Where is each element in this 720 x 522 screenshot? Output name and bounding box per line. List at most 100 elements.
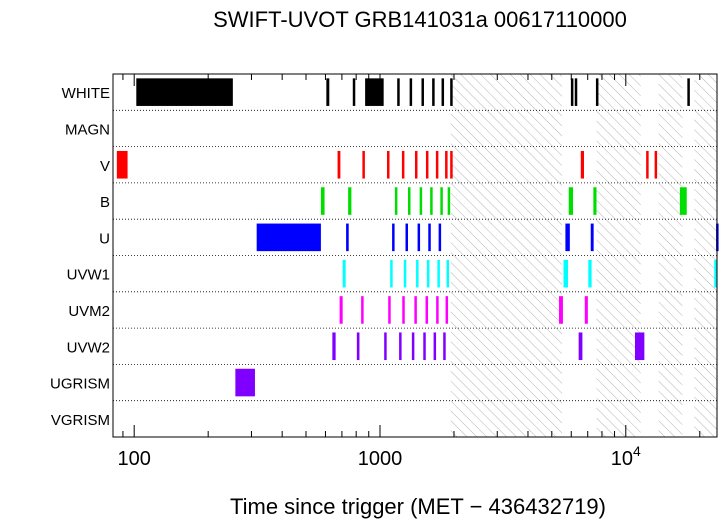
exposure-bar-u <box>405 223 409 252</box>
filter-label-u: U <box>99 230 110 247</box>
exposure-bar-uvw2 <box>332 332 336 361</box>
exposure-bar-uvw1 <box>563 259 569 288</box>
exposure-bar-white <box>397 78 400 106</box>
filter-label-magn: MAGN <box>65 121 110 138</box>
exposure-bar-white <box>136 78 233 106</box>
exposure-bar-uvw2 <box>384 332 387 361</box>
filter-label-white: WHITE <box>62 85 110 102</box>
exposure-bar-uvw1 <box>403 259 407 288</box>
exposure-bar-uvw2 <box>411 332 415 361</box>
filter-label-uvw1: UVW1 <box>67 267 110 284</box>
exposure-bar-b <box>419 187 423 215</box>
exposure-bar-white <box>365 78 384 106</box>
exposure-bar-u <box>417 223 421 252</box>
exposure-bar-v <box>580 150 584 179</box>
filter-label-vgrism: VGRISM <box>51 412 110 429</box>
exposure-bar-white <box>432 78 435 106</box>
exposure-bar-u <box>428 223 431 252</box>
exposure-bar-v <box>445 150 448 179</box>
exposure-bar-uvm2 <box>414 296 417 324</box>
exposure-bar-white <box>595 78 599 106</box>
exposure-bar-b <box>394 187 398 215</box>
exposure-bars <box>116 78 719 397</box>
exposure-bar-uvm2 <box>436 296 439 324</box>
exposure-bar-uvm2 <box>445 296 449 324</box>
exposure-bar-v <box>337 150 341 179</box>
exposure-bar-b <box>440 187 443 215</box>
exposure-bar-b <box>568 187 574 215</box>
exposure-bar-uvw1 <box>714 259 717 288</box>
filter-labels: WHITE MAGN V B U UVW1 UVM2 UVW2 UGRISM VGRISM <box>50 85 110 429</box>
exposure-bar-uvm2 <box>361 296 364 324</box>
exposure-bar-uvw2 <box>578 332 583 361</box>
exposure-bar-uvm2 <box>584 296 588 324</box>
exposure-bar-b <box>593 187 597 215</box>
chart-title: SWIFT-UVOT GRB141031a 00617110000 <box>213 7 627 32</box>
exposure-bar-ugrism <box>235 368 255 397</box>
exposure-bar-uvw1 <box>588 259 592 288</box>
exposure-bar-uvw1 <box>437 259 440 288</box>
filter-label-v: V <box>100 158 110 175</box>
exposure-bar-uvw1 <box>446 259 450 288</box>
x-tick-label: 100 <box>117 448 150 470</box>
exposure-bar-v <box>414 150 418 179</box>
hatched-interval <box>658 74 683 437</box>
hatched-intervals <box>450 74 717 437</box>
exposure-bar-v <box>435 150 439 179</box>
exposure-bar-u <box>565 223 570 252</box>
exposure-bar-u <box>256 223 321 252</box>
exposure-bar-v <box>646 150 649 179</box>
exposure-bar-uvw1 <box>342 259 346 288</box>
exposure-bar-white <box>687 78 690 106</box>
exposure-bar-v <box>401 150 405 179</box>
exposure-bar-u <box>590 223 594 252</box>
exposure-bar-uvm2 <box>339 296 343 324</box>
exposure-bar-u <box>346 223 349 252</box>
exposure-bar-white <box>450 78 453 106</box>
exposure-bar-uvw2 <box>443 332 446 361</box>
exposure-bar-uvw2 <box>399 332 402 361</box>
exposure-bar-uvm2 <box>425 296 429 324</box>
x-axis-label: Time since trigger (MET − 436432719) <box>230 494 606 519</box>
filter-label-uvw2: UVW2 <box>67 339 110 356</box>
exposure-bar-uvw2 <box>423 332 426 361</box>
filter-label-ugrism: UGRISM <box>50 376 110 393</box>
exposure-bar-white <box>326 78 330 106</box>
exposure-bar-uvw1 <box>416 259 419 288</box>
x-tick-label: 104 <box>611 443 641 470</box>
exposure-bar-b <box>430 187 433 215</box>
exposure-bar-uvm2 <box>559 296 563 324</box>
filter-label-uvm2: UVM2 <box>68 303 110 320</box>
filter-label-b: B <box>100 194 110 211</box>
exposure-bar-uvm2 <box>388 296 391 324</box>
exposure-bar-uvw2 <box>634 332 645 361</box>
exposure-bar-white <box>409 78 413 106</box>
hatched-interval <box>596 74 641 437</box>
exposure-bar-white <box>574 78 578 106</box>
exposure-bar-b <box>679 187 687 215</box>
exposure-bar-v <box>116 150 128 179</box>
exposure-bar-white <box>441 78 445 106</box>
exposure-bar-uvw2 <box>356 332 360 361</box>
plot-frame <box>112 73 718 438</box>
exposure-bar-uvm2 <box>402 296 405 324</box>
exposure-bar-v <box>654 150 658 179</box>
exposure-bar-white <box>421 78 424 106</box>
exposure-bar-v <box>450 150 453 179</box>
exposure-bar-v <box>362 150 365 179</box>
exposure-bar-v <box>425 150 429 179</box>
exposure-bar-b <box>447 187 451 215</box>
exposure-bar-b <box>348 187 352 215</box>
exposure-bar-u <box>438 223 442 252</box>
exposure-bar-white <box>570 78 574 106</box>
x-tick-label: 1000 <box>358 448 403 470</box>
hatched-interval <box>694 74 717 437</box>
exposure-bar-b <box>407 187 411 215</box>
exposure-bar-uvw2 <box>433 332 437 361</box>
exposure-bar-uvw1 <box>426 259 430 288</box>
exposure-bar-uvw1 <box>390 259 393 288</box>
exposure-bar-u <box>392 223 395 252</box>
exposure-bar-b <box>320 187 325 215</box>
exposure-bar-white <box>352 78 356 106</box>
